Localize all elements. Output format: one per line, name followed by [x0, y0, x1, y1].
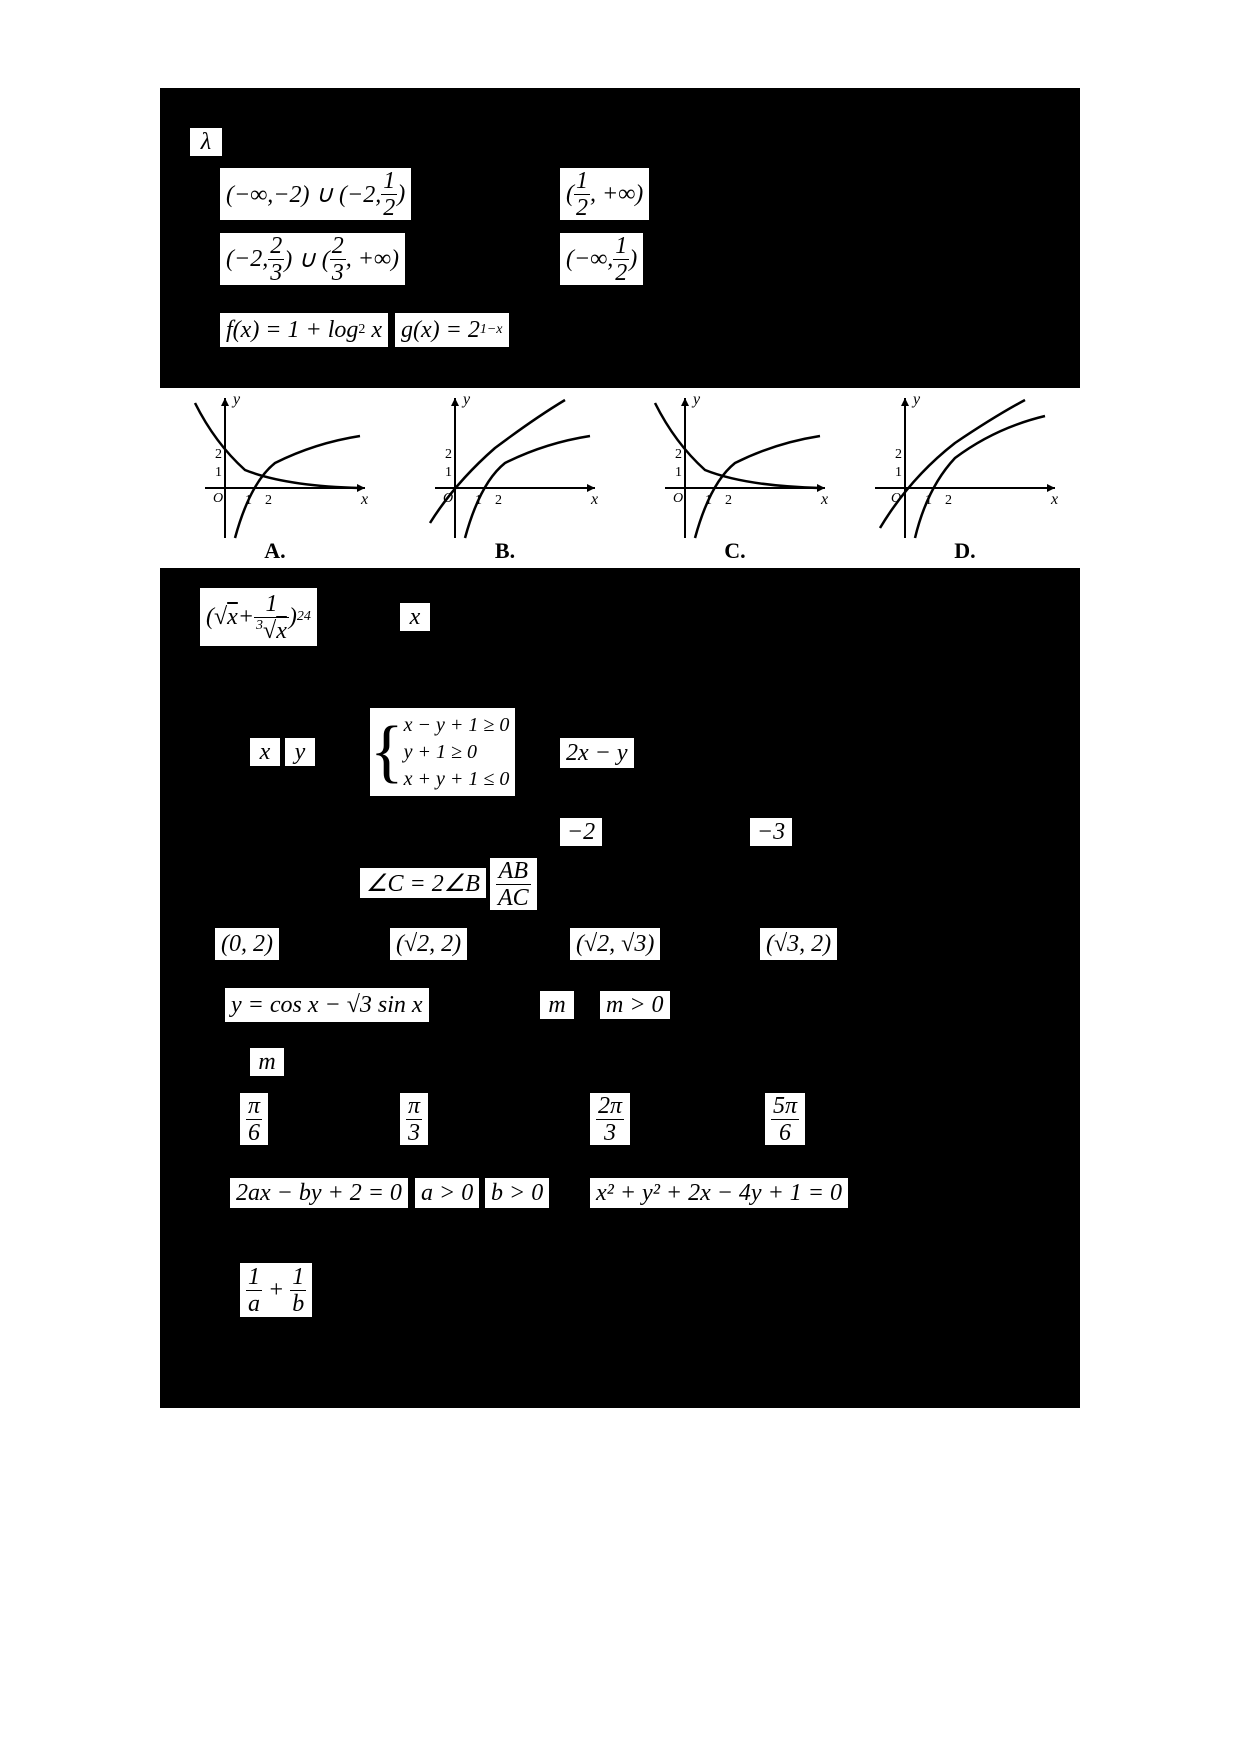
svg-text:2: 2 [675, 447, 682, 462]
binomial-expr: (√x + 13√x)24 [200, 588, 317, 646]
svg-text:y: y [461, 391, 471, 408]
svg-text:2: 2 [265, 493, 272, 508]
a-gt-0: a > 0 [415, 1178, 479, 1208]
q7-c: 2π3 [590, 1093, 630, 1145]
svg-text:y: y [911, 391, 921, 408]
x-var-1: x [400, 603, 430, 631]
svg-text:1: 1 [895, 465, 902, 480]
black-panel: λ (−∞,−2) ∪ (−2,12) (12, +∞) (−2,23) ∪ (… [160, 88, 1080, 1408]
graph-label-a: A. [160, 538, 390, 564]
m-var-1: m [540, 991, 574, 1019]
circle-expr: x² + y² + 2x − 4y + 1 = 0 [590, 1178, 848, 1208]
b-gt-0: b > 0 [485, 1178, 549, 1208]
q1-option-b: (12, +∞) [560, 168, 649, 220]
svg-text:2: 2 [945, 493, 952, 508]
y-var: y [285, 738, 315, 766]
svg-text:1: 1 [445, 465, 452, 480]
svg-text:1: 1 [675, 465, 682, 480]
sys-line-1: x − y + 1 ≥ 0 [404, 714, 510, 737]
fx-expr: f(x) = 1 + log2 x [220, 313, 388, 347]
x-var-2: x [250, 738, 280, 766]
q7-b: π3 [400, 1093, 428, 1145]
svg-text:2: 2 [215, 447, 222, 462]
sys-line-3: x + y + 1 ≤ 0 [404, 768, 510, 791]
svg-text:2: 2 [725, 493, 732, 508]
sum-expr: 1a + 1b [240, 1263, 312, 1317]
svg-text:x: x [1050, 491, 1058, 508]
svg-text:y: y [691, 391, 701, 408]
system-expr: { x − y + 1 ≥ 0 y + 1 ≥ 0 x + y + 1 ≤ 0 [370, 708, 515, 796]
ratio-expr: AB AC [490, 858, 537, 910]
q6-b: (√2, 2) [390, 928, 467, 960]
m-var-2: m [250, 1048, 284, 1076]
q6-a: (0, 2) [215, 928, 279, 960]
svg-text:2: 2 [895, 447, 902, 462]
svg-text:y: y [231, 391, 241, 408]
q7-d: 5π6 [765, 1093, 805, 1145]
graphs-row: x y O 2 1 1 2 A. x y O [160, 388, 1080, 568]
lambda-var: λ [190, 128, 222, 156]
q1-option-d: (−∞,12) [560, 233, 643, 285]
svg-text:1: 1 [215, 465, 222, 480]
svg-text:2: 2 [445, 447, 452, 462]
objective-expr: 2x − y [560, 738, 634, 768]
svg-text:x: x [360, 491, 368, 508]
graph-a: x y O 2 1 1 2 A. [160, 388, 390, 568]
angle-expr: ∠C = 2∠B [360, 868, 486, 898]
sys-line-2: y + 1 ≥ 0 [404, 741, 510, 764]
ratio-num: AB [497, 859, 530, 883]
q6-c: (√2, √3) [570, 928, 660, 960]
svg-text:x: x [590, 491, 598, 508]
svg-text:O: O [213, 491, 223, 506]
graph-label-c: C. [620, 538, 850, 564]
val-neg2: −2 [560, 818, 602, 846]
line-expr: 2ax − by + 2 = 0 [230, 1178, 408, 1208]
gx-expr: g(x) = 21−x [395, 313, 509, 347]
q7-a: π6 [240, 1093, 268, 1145]
svg-text:2: 2 [495, 493, 502, 508]
svg-text:x: x [820, 491, 828, 508]
graph-b: x y O 2 1 1 2 B. [390, 388, 620, 568]
page: λ (−∞,−2) ∪ (−2,12) (12, +∞) (−2,23) ∪ (… [0, 0, 1240, 1754]
graph-d: x y O 2 1 1 2 D. [850, 388, 1080, 568]
svg-text:O: O [673, 491, 683, 506]
trig-expr: y = cos x − √3 sin x [225, 988, 429, 1022]
q1-option-c: (−2,23) ∪ (23, +∞) [220, 233, 405, 285]
val-neg3: −3 [750, 818, 792, 846]
m-gt-0: m > 0 [600, 991, 670, 1019]
graph-label-d: D. [850, 538, 1080, 564]
q1-option-a: (−∞,−2) ∪ (−2,12) [220, 168, 411, 220]
graph-c: x y O 2 1 1 2 C. [620, 388, 850, 568]
ratio-den: AC [496, 886, 531, 910]
q6-d: (√3, 2) [760, 928, 837, 960]
graph-label-b: B. [390, 538, 620, 564]
